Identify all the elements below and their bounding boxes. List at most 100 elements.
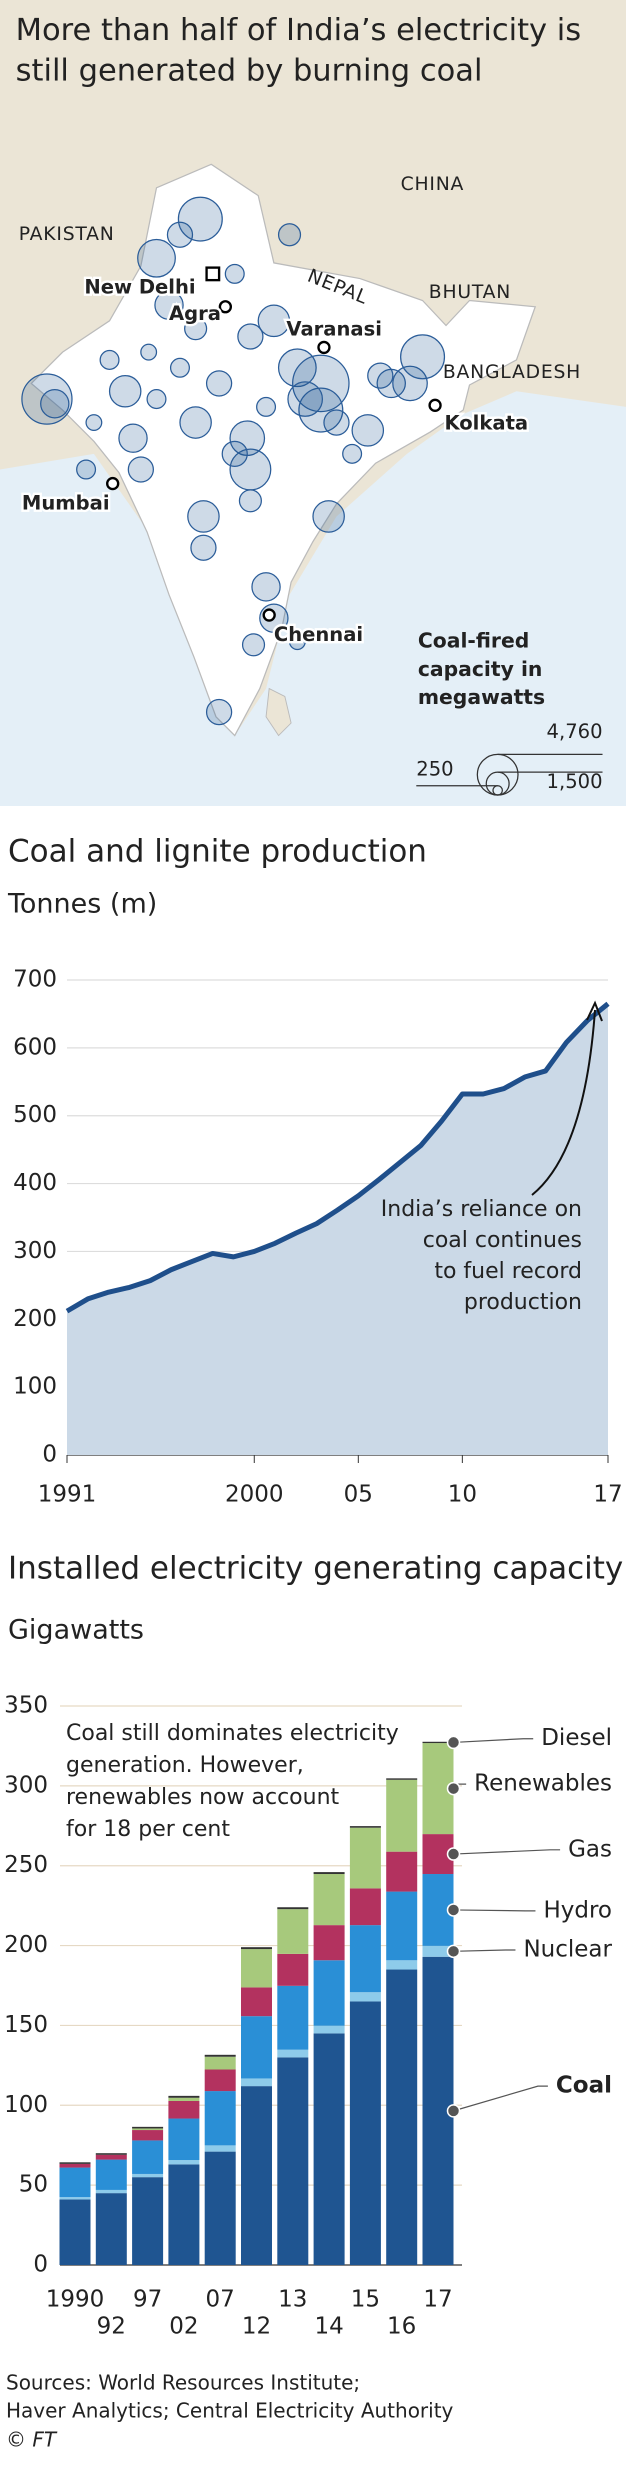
plant-bubble [237, 323, 264, 350]
bar-segment [204, 2145, 236, 2152]
annotation: for 18 per cent [66, 1817, 230, 1842]
bar-segment [313, 2033, 345, 2265]
y-tick-label: 700 [13, 967, 57, 993]
annotation: production [464, 1290, 582, 1315]
legend-leader [453, 1849, 561, 1855]
bar-segment [241, 1987, 272, 2017]
map-sea [0, 391, 626, 806]
plant-bubble [351, 414, 385, 447]
bar-segment [313, 1925, 345, 1961]
plant-bubble [205, 698, 233, 726]
x-tick-label: 14 [314, 2314, 343, 2340]
bar-segment [132, 2126, 164, 2129]
legend-title: Coal-fired [418, 629, 529, 653]
bar-segment [422, 1741, 454, 1744]
x-tick-label: 12 [242, 2314, 271, 2340]
legend-title: megawatts [418, 685, 545, 709]
bar-segment [277, 1909, 309, 1954]
x-tick-label: 15 [351, 2287, 380, 2313]
city-marker [218, 300, 233, 314]
x-tick-label: 02 [169, 2314, 198, 2340]
plant-bubble [154, 290, 184, 320]
legend-dot [446, 1903, 461, 1917]
bar-segment [168, 2118, 200, 2161]
plant-bubble [400, 334, 446, 380]
bar-segment [132, 2173, 164, 2178]
bar-segment [168, 2095, 200, 2098]
plant-bubble [241, 633, 266, 657]
y-tick-label: 100 [13, 1374, 57, 1400]
bar-segment [386, 1851, 418, 1892]
plant-bubbles [21, 196, 446, 726]
bar-segment [241, 1947, 272, 1950]
bar-segment [349, 1925, 381, 1993]
y-tick-label: 200 [13, 1306, 57, 1332]
y-tick-label: 300 [13, 1238, 57, 1264]
bar-segment [204, 2151, 236, 2265]
plant-bubble [137, 238, 176, 278]
annotation: generation. However, [66, 1753, 304, 1778]
plant-bubble [169, 357, 190, 378]
annotation: renewables now account [66, 1785, 340, 1810]
bar-segment [349, 1826, 381, 1828]
x-tick-label: 16 [387, 2314, 416, 2340]
x-tick-label: 97 [133, 2287, 162, 2313]
bar-segment [59, 2167, 91, 2198]
y-tick-label: 400 [13, 1170, 57, 1196]
y-tick-label: 150 [4, 2012, 48, 2038]
bar-segment [349, 2001, 381, 2265]
plant-bubble [21, 373, 73, 425]
bar-segment [349, 1827, 381, 1889]
city-marker [317, 340, 331, 355]
bar-segment [386, 1778, 418, 1780]
legend-dot [446, 2104, 461, 2118]
city-label: New Delhi [84, 275, 195, 298]
legend-leader [453, 1949, 516, 1952]
chart-title: Installed electricity generating capacit… [8, 1551, 623, 1587]
city-label: Kolkata [444, 412, 528, 435]
line [65, 1001, 610, 1314]
plant-bubble [292, 354, 350, 413]
y-tick-label: 250 [4, 1852, 48, 1878]
plant-bubble [277, 223, 302, 247]
plant-bubble [140, 343, 158, 361]
bar-segment [132, 2177, 164, 2265]
bar-segment [168, 2164, 200, 2265]
country-label: BANGLADESH [443, 362, 581, 383]
bar-segment [277, 1953, 309, 1986]
bar-segment [95, 2153, 127, 2155]
bar-segment [168, 2160, 200, 2165]
legend-dot [446, 1944, 461, 1959]
legend-label: Nuclear [523, 1936, 612, 1962]
legend-leader [453, 2085, 548, 2112]
x-tick-label: 2000 [225, 1482, 284, 1508]
footer-credit: © FT [6, 2428, 58, 2452]
plant-bubble [288, 633, 306, 651]
bar-segment [132, 2140, 164, 2174]
bar-segment [386, 1779, 418, 1852]
bar-segment [204, 2054, 236, 2057]
annotation: India’s reliance on [381, 1197, 582, 1222]
plant-bubble [118, 423, 148, 453]
plant-bubble [166, 221, 194, 248]
plant-bubble [40, 389, 70, 419]
plant-bubble [392, 365, 428, 402]
plant-bubble [99, 349, 120, 370]
capital-marker [205, 266, 221, 282]
plant-bubble [146, 389, 167, 410]
bar-segment [349, 1992, 381, 2002]
x-tick-label: 13 [278, 2287, 307, 2313]
bar-segment [59, 2199, 91, 2265]
plant-bubble [221, 440, 248, 467]
plant-bubble [224, 263, 245, 284]
plant-bubble [342, 443, 363, 464]
plant-bubble [257, 304, 291, 338]
bar-segment [168, 2100, 200, 2119]
x-tick-label: 17 [423, 2287, 452, 2313]
annotation: to fuel record [434, 1259, 582, 1284]
bar-segment [204, 2056, 236, 2070]
annotation: coal continues [423, 1228, 582, 1253]
legend-dot [446, 1847, 461, 1861]
bar-segment [95, 2154, 127, 2160]
